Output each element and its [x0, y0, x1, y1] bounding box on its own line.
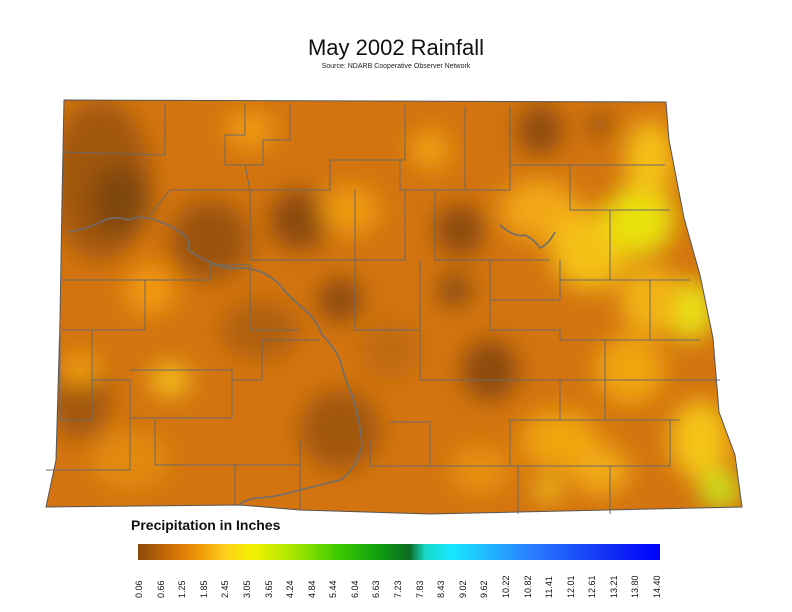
legend-tick-label: 2.45 [220, 580, 231, 598]
legend-tick-label: 13.80 [630, 575, 641, 598]
legend-tick-label: 12.61 [587, 575, 598, 598]
legend-tick-label: 0.66 [155, 580, 166, 598]
map-title: May 2002 Rainfall [307, 35, 485, 60]
legend-tick-label: 3.05 [241, 580, 252, 598]
legend-tick-label: 3.65 [263, 580, 274, 598]
legend-tick-label: 7.23 [393, 580, 403, 598]
legend-tick-label: 13.21 [608, 575, 619, 598]
map-subtitle: Source: NDARB Cooperative Observer Netwo… [321, 63, 471, 70]
legend-tick-label: 4.84 [306, 580, 317, 598]
color-scale-bar [138, 544, 660, 560]
legend-tick-label: 1.85 [198, 580, 209, 598]
legend-tick-label: 6.04 [349, 580, 360, 598]
legend-tick-label: 11.41 [544, 576, 555, 598]
legend-tick-label: 14.40 [652, 575, 662, 598]
legend-tick-label: 8.43 [436, 580, 447, 598]
legend-tick-label: 9.62 [479, 580, 490, 598]
legend-tick-label: 7.83 [414, 580, 425, 598]
legend-tick-label: 10.22 [500, 575, 511, 598]
legend-tick-label: 5.44 [328, 580, 339, 598]
legend-title: Precipitation in Inches [131, 517, 281, 533]
legend-tick-label: 10.82 [522, 575, 533, 598]
legend-tick-label: 6.63 [371, 580, 382, 598]
legend-tick-label: 9.02 [457, 580, 468, 598]
legend-tick-label: 4.24 [285, 580, 296, 598]
county-boundaries [45, 99, 743, 515]
legend-tick-label: 12.01 [565, 575, 576, 598]
legend-tick-label: 0.06 [134, 580, 144, 598]
legend-tick-label: 1.25 [177, 580, 188, 598]
missouri-river [67, 216, 556, 505]
